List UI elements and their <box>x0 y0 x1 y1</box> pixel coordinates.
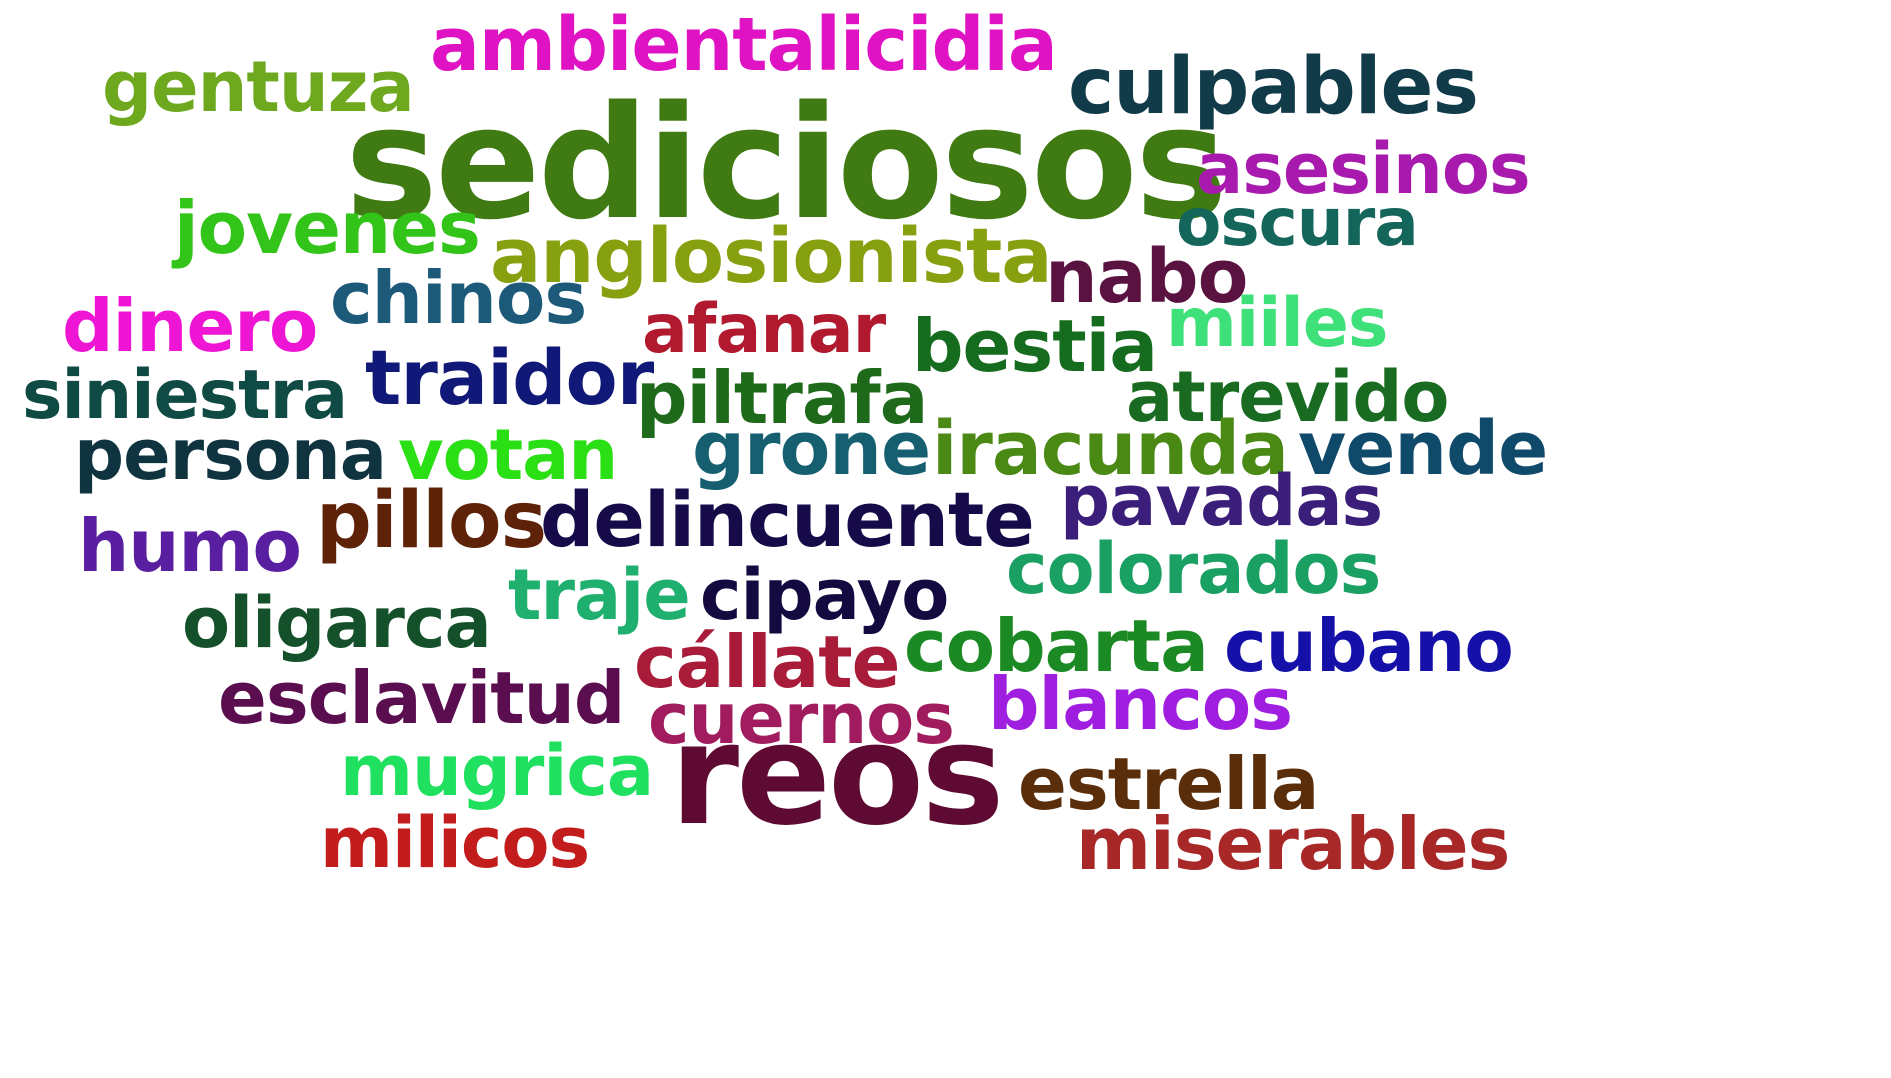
word-afanar: afanar <box>642 290 886 369</box>
word-traidor: traidor <box>365 333 654 422</box>
word-gentuza: gentuza <box>102 46 415 128</box>
word-grone: grone <box>692 406 931 492</box>
word-miiles: miiles <box>1166 284 1388 363</box>
word-iracunda: iracunda <box>932 406 1289 492</box>
word-esclavitud: esclavitud <box>218 656 625 740</box>
word-jovenes: jovenes <box>174 186 481 270</box>
word-chinos: chinos <box>330 256 587 340</box>
word-humo: humo <box>78 504 302 588</box>
word-piltrafa: piltrafa <box>636 356 928 440</box>
word-ambientalicidia: ambientalicidia <box>430 2 1058 88</box>
word-persona: persona <box>74 414 387 496</box>
word-miserables: miserables <box>1076 802 1510 886</box>
word-asesinos: asesinos <box>1196 128 1531 210</box>
word-bestia: bestia <box>912 304 1158 388</box>
word-votan: votan <box>398 414 618 496</box>
word-anglosionista: anglosionista <box>490 211 1053 300</box>
word-reos: reos <box>670 694 1005 857</box>
word-cubano: cubano <box>1224 604 1514 688</box>
word-callate: cállate <box>634 620 900 704</box>
word-colorados: colorados <box>1006 528 1381 610</box>
word-cobarta: cobarta <box>904 604 1209 688</box>
word-siniestra: siniestra <box>22 356 348 435</box>
word-cuernos: cuernos <box>648 678 955 760</box>
word-sediciosos: sediciosos <box>345 72 1228 254</box>
word-pavadas: pavadas <box>1060 460 1383 542</box>
word-culpables: culpables <box>1068 42 1479 132</box>
word-traje: traje <box>508 554 691 636</box>
word-oligarca: oligarca <box>182 582 492 664</box>
word-cipayo: cipayo <box>700 554 949 636</box>
word-oscura: oscura <box>1176 184 1419 261</box>
word-pillos: pillos <box>316 476 547 566</box>
word-blancos: blancos <box>988 662 1293 746</box>
word-mugrica: mugrica <box>340 730 654 812</box>
word-vende: vende <box>1298 406 1548 492</box>
word-milicos: milicos <box>320 802 590 884</box>
word-estrella: estrella <box>1018 742 1319 826</box>
word-dinero: dinero <box>62 284 318 368</box>
word-atrevido: atrevido <box>1126 356 1450 438</box>
word-delincuente: delincuente <box>540 475 1035 564</box>
word-nabo: nabo <box>1045 234 1248 320</box>
